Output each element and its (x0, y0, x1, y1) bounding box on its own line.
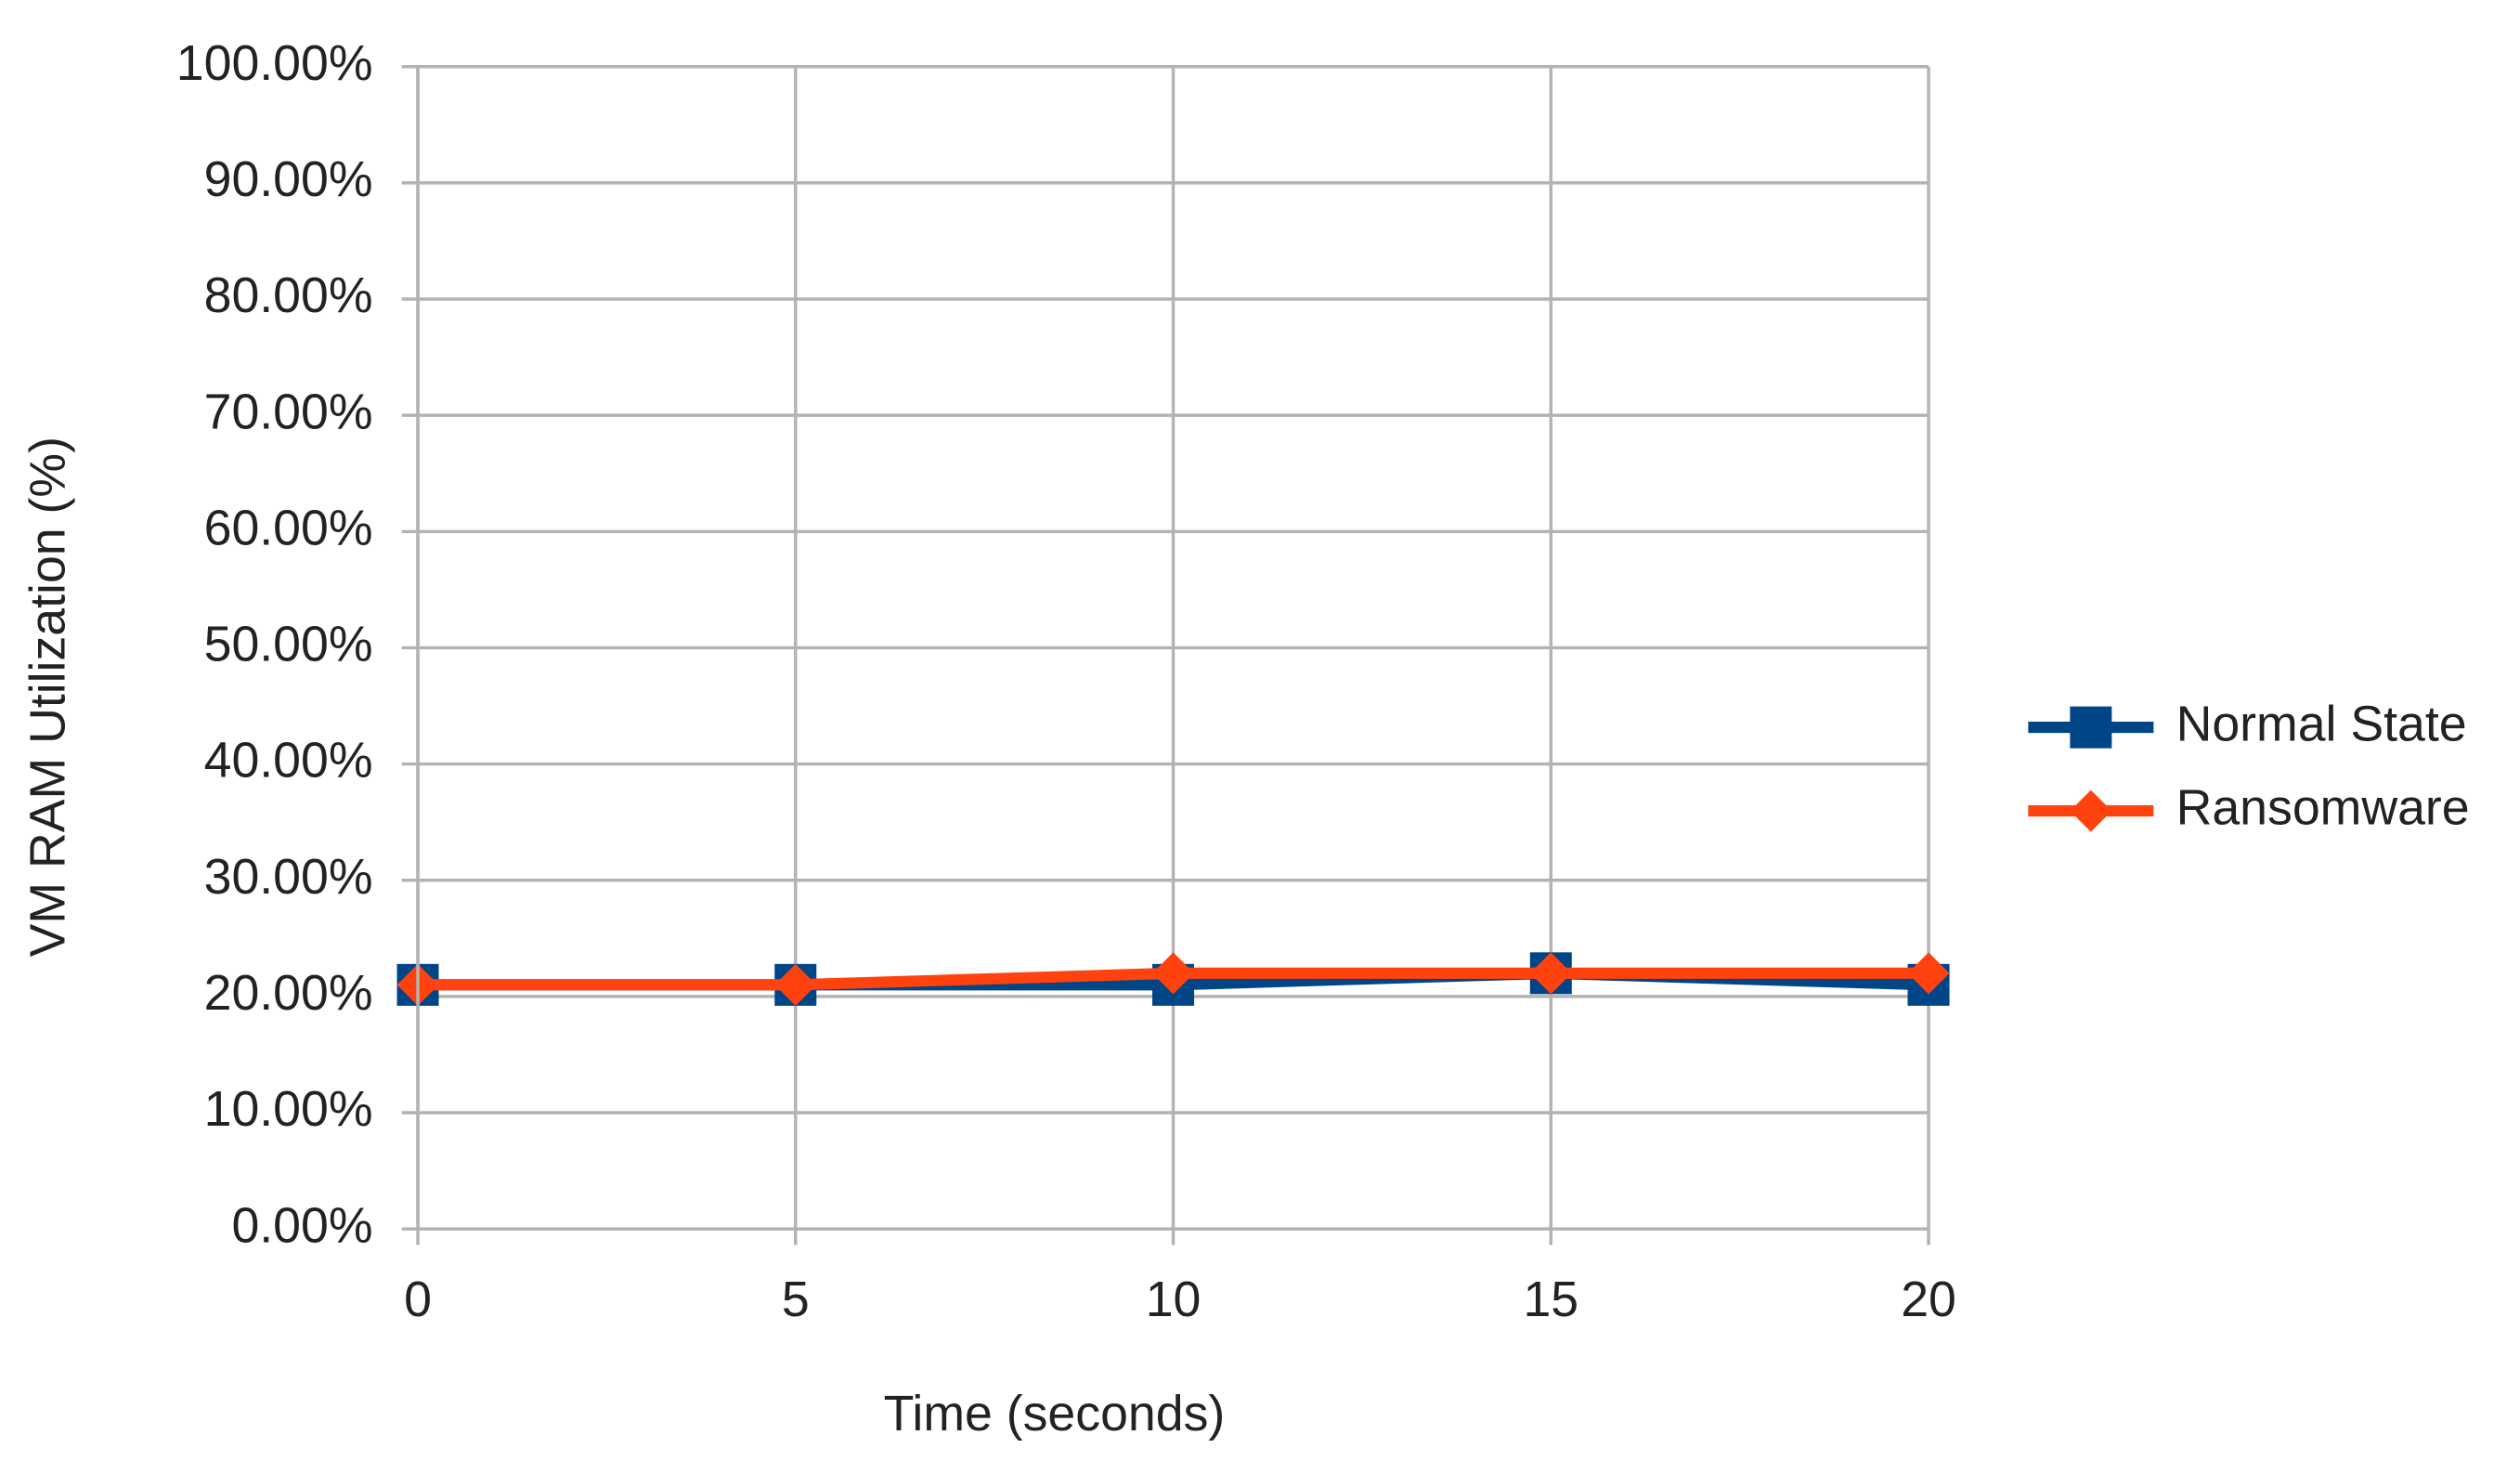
y-tick-label: 0.00% (231, 1197, 372, 1253)
y-tick-label: 60.00% (204, 500, 373, 555)
y-axis-label: VM RAM Utilization (%) (20, 437, 76, 957)
x-tick-label: 20 (1901, 1272, 1956, 1327)
y-tick-label: 80.00% (204, 267, 373, 323)
y-tick-label: 10.00% (204, 1081, 373, 1137)
legend-label: Ransomware (2176, 779, 2470, 835)
y-tick-label: 70.00% (204, 384, 373, 439)
x-tick-label: 0 (404, 1272, 432, 1327)
y-tick-label: 40.00% (204, 733, 373, 789)
marker (2070, 706, 2112, 749)
marker (2070, 789, 2112, 832)
x-axis-label: Time (seconds) (884, 1386, 1226, 1441)
x-tick-label: 10 (1146, 1272, 1202, 1327)
y-tick-label: 90.00% (204, 151, 373, 207)
y-tick-label: 30.00% (204, 849, 373, 905)
legend-label: Normal State (2176, 696, 2467, 751)
x-tick-label: 15 (1523, 1272, 1578, 1327)
x-tick-label: 5 (782, 1272, 810, 1327)
y-tick-label: 100.00% (176, 35, 373, 91)
y-tick-label: 20.00% (204, 965, 373, 1021)
y-tick-label: 50.00% (204, 617, 373, 672)
